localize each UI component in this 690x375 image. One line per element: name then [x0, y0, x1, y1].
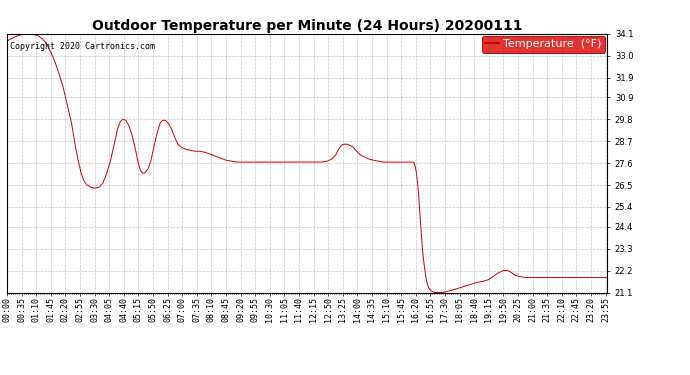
Text: Copyright 2020 Cartronics.com: Copyright 2020 Cartronics.com — [10, 42, 155, 51]
Legend: Temperature  (°F): Temperature (°F) — [482, 36, 605, 52]
Title: Outdoor Temperature per Minute (24 Hours) 20200111: Outdoor Temperature per Minute (24 Hours… — [92, 19, 522, 33]
